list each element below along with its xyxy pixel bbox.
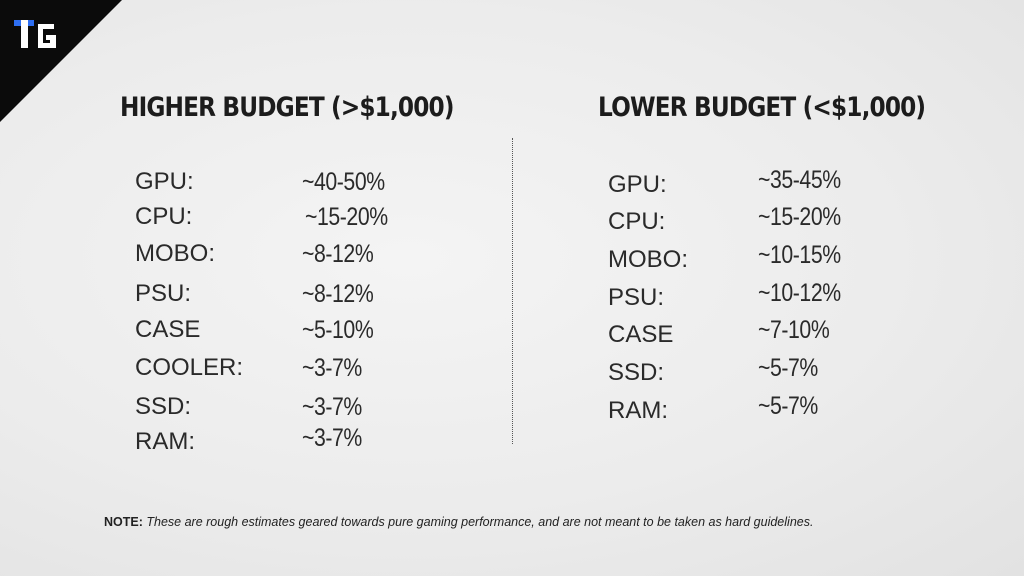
row-value: ~3-7% <box>302 424 362 452</box>
lower-budget-title: LOWER BUDGET (<$1,000) <box>598 92 926 123</box>
row-value: ~40-50% <box>302 168 385 196</box>
row-label: RAM: <box>608 397 668 424</box>
row-label: CPU: <box>608 208 666 235</box>
row-value: ~35-45% <box>758 166 841 194</box>
note-prefix: NOTE: <box>104 515 143 529</box>
row-label: GPU: <box>608 171 667 198</box>
column-divider <box>512 138 513 444</box>
row-label: MOBO: <box>608 246 689 273</box>
row-label: CASE <box>608 321 674 348</box>
row-value: ~5-10% <box>302 316 374 344</box>
row-label: CPU: <box>135 203 193 230</box>
row-value: ~8-12% <box>302 240 374 268</box>
row-label: SSD: <box>135 393 192 420</box>
row-value: ~3-7% <box>302 354 362 382</box>
row-value: ~8-12% <box>302 280 374 308</box>
note-text: These are rough estimates geared towards… <box>146 515 814 529</box>
tg-logo <box>14 20 56 48</box>
row-label: RAM: <box>135 428 195 455</box>
footnote: NOTE: These are rough estimates geared t… <box>104 515 813 529</box>
row-label: PSU: <box>608 284 665 311</box>
row-label: SSD: <box>608 359 665 386</box>
higher-budget-title: HIGHER BUDGET (>$1,000) <box>120 92 454 123</box>
row-label: GPU: <box>135 168 194 195</box>
row-label: PSU: <box>135 280 192 307</box>
row-value: ~10-12% <box>758 279 841 307</box>
row-value: ~10-15% <box>758 241 841 269</box>
row-value: ~5-7% <box>758 354 818 382</box>
row-value: ~5-7% <box>758 392 818 420</box>
row-value: ~3-7% <box>302 393 362 421</box>
row-label: MOBO: <box>135 240 216 267</box>
row-value: ~7-10% <box>758 316 830 344</box>
row-label: COOLER: <box>135 354 244 381</box>
row-value: ~15-20% <box>305 203 388 231</box>
row-value: ~15-20% <box>758 203 841 231</box>
row-label: CASE <box>135 316 201 343</box>
